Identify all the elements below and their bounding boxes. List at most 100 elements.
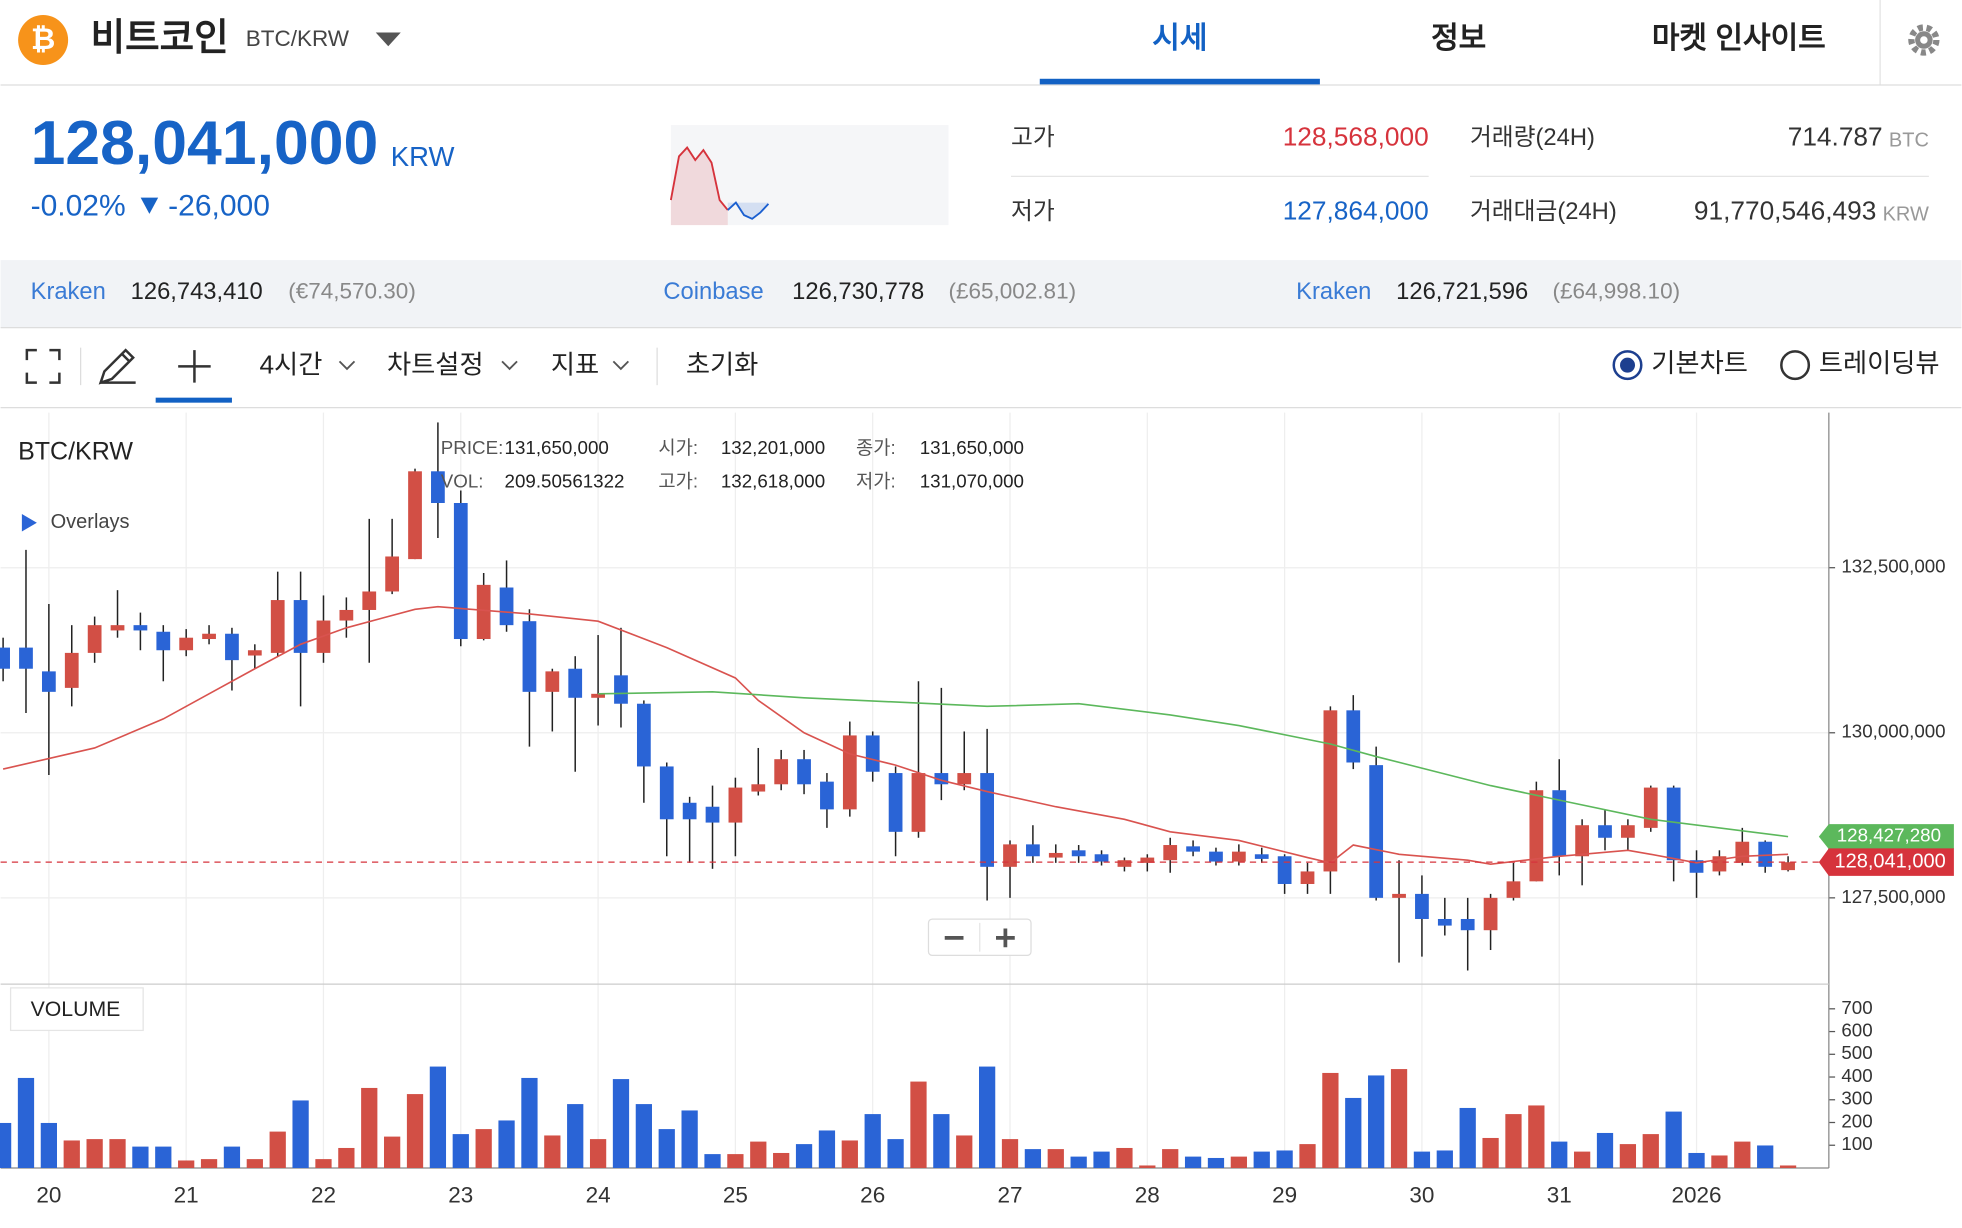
sparkline-box xyxy=(670,125,949,226)
candle-body xyxy=(247,650,262,656)
candle-body xyxy=(1506,881,1521,898)
volume-bar xyxy=(0,1122,12,1168)
volume-bar xyxy=(429,1066,447,1168)
stat-label: 고가 xyxy=(1011,124,1055,151)
chevron xyxy=(338,360,356,371)
tooltip-label: PRICE: xyxy=(441,437,504,458)
indicator-dropdown[interactable]: 지표 xyxy=(551,349,599,379)
candle-body xyxy=(1186,846,1200,852)
volume-bar xyxy=(589,1139,607,1168)
radio-label[interactable]: 기본차트 xyxy=(1651,348,1748,378)
candle-body xyxy=(659,766,674,820)
candle-body xyxy=(1460,918,1475,931)
volume-bar xyxy=(818,1130,836,1168)
exchange-bar xyxy=(0,260,1962,328)
volume-bar xyxy=(1070,1156,1087,1168)
coin-glyph: ₿ xyxy=(31,23,55,56)
candle-body xyxy=(842,735,857,810)
candle-body xyxy=(0,647,10,669)
volume-bar xyxy=(63,1140,80,1168)
settings-dropdown[interactable]: 차트설정 xyxy=(387,349,484,379)
tooltip-value: 131,650,000 xyxy=(505,437,609,458)
candle-body xyxy=(682,802,697,820)
radio-selected[interactable] xyxy=(1612,350,1643,381)
volume-bar xyxy=(1276,1150,1293,1168)
volume-bar xyxy=(1505,1114,1522,1168)
crosshair-icon[interactable] xyxy=(178,350,211,383)
candle-body xyxy=(728,787,743,823)
vol-tick-label: 200 xyxy=(1841,1110,1872,1131)
candle-body xyxy=(19,647,33,669)
volume-bar xyxy=(498,1120,515,1168)
x-tick-label: 23 xyxy=(448,1183,473,1208)
candle-body xyxy=(1689,860,1704,873)
volume-bar xyxy=(1116,1147,1133,1168)
radio-label[interactable]: 트레이딩뷰 xyxy=(1819,348,1940,378)
candle-body xyxy=(1437,918,1452,926)
sparkline-line xyxy=(727,201,770,220)
candle-body xyxy=(774,759,789,785)
price-tag xyxy=(1818,848,1954,876)
overlay-toggle[interactable] xyxy=(21,513,37,532)
volume-bar xyxy=(1688,1152,1705,1168)
volume-bar xyxy=(200,1159,218,1168)
volume-bar xyxy=(1253,1151,1270,1168)
x-tick-label: 27 xyxy=(997,1183,1022,1208)
volume-bar xyxy=(155,1146,172,1168)
tab[interactable]: 정보 xyxy=(1431,22,1486,55)
candle-body xyxy=(1026,844,1040,857)
candle-body xyxy=(1346,710,1361,763)
volume-bar xyxy=(384,1136,401,1168)
vol-tick-label: 100 xyxy=(1841,1133,1872,1154)
draw-icon[interactable] xyxy=(98,348,136,385)
candle-body xyxy=(156,631,171,651)
settings-icon[interactable] xyxy=(1908,24,1940,56)
candle-body xyxy=(453,502,468,640)
fullscreen-icon[interactable] xyxy=(25,348,61,384)
volume-label: VOLUME xyxy=(31,997,121,1021)
stat-label: 거래량(24H) xyxy=(1470,124,1595,151)
candle-body xyxy=(1575,825,1589,857)
tab[interactable]: 시세 xyxy=(1152,22,1207,55)
y-tick-label: 127,500,000 xyxy=(1841,886,1945,907)
volume-bar xyxy=(223,1146,241,1168)
volume-bar xyxy=(750,1141,767,1168)
volume-bar xyxy=(1322,1072,1339,1168)
tooltip-label: 시가: xyxy=(658,437,698,458)
dropdown-arrow[interactable] xyxy=(375,32,401,47)
x-tick-label: 21 xyxy=(174,1183,199,1208)
volume-bar xyxy=(1482,1137,1499,1168)
change-pct: -0.02% xyxy=(31,190,126,223)
interval-dropdown[interactable]: 4시간 xyxy=(259,349,322,379)
volume-bar xyxy=(269,1131,286,1168)
overlay-label[interactable]: Overlays xyxy=(51,511,130,533)
x-tick-label: 22 xyxy=(311,1183,336,1208)
volume-bar xyxy=(795,1144,813,1168)
sparkline-line xyxy=(669,146,729,211)
candle-body xyxy=(476,584,491,640)
tooltip-value: 209.50561322 xyxy=(505,471,625,492)
reset-button[interactable]: 초기화 xyxy=(686,349,758,379)
chevron xyxy=(612,360,630,371)
x-tick-label: 31 xyxy=(1547,1183,1572,1208)
change-value: -26,000 xyxy=(168,190,270,223)
volume-bar xyxy=(910,1081,927,1168)
candle-body xyxy=(1140,857,1155,863)
candle-body xyxy=(591,693,605,698)
stat-label: 저가 xyxy=(1011,198,1055,225)
volume-bar xyxy=(40,1122,57,1168)
candle-body xyxy=(911,773,926,832)
volume-bar xyxy=(1711,1155,1728,1168)
sparkline xyxy=(669,146,770,226)
radio[interactable] xyxy=(1780,350,1811,381)
vol-tick-label: 500 xyxy=(1841,1042,1872,1063)
volume-bar xyxy=(727,1154,744,1168)
volume-bar xyxy=(978,1066,996,1168)
stat-unit: BTC xyxy=(1889,130,1929,152)
zoom-in[interactable] xyxy=(996,928,1015,948)
volume-box xyxy=(9,987,144,1032)
tab[interactable]: 마켓 인사이트 xyxy=(1652,22,1826,55)
candle-body xyxy=(1369,765,1384,898)
price-tag-label: 128,427,280 xyxy=(1837,825,1941,846)
